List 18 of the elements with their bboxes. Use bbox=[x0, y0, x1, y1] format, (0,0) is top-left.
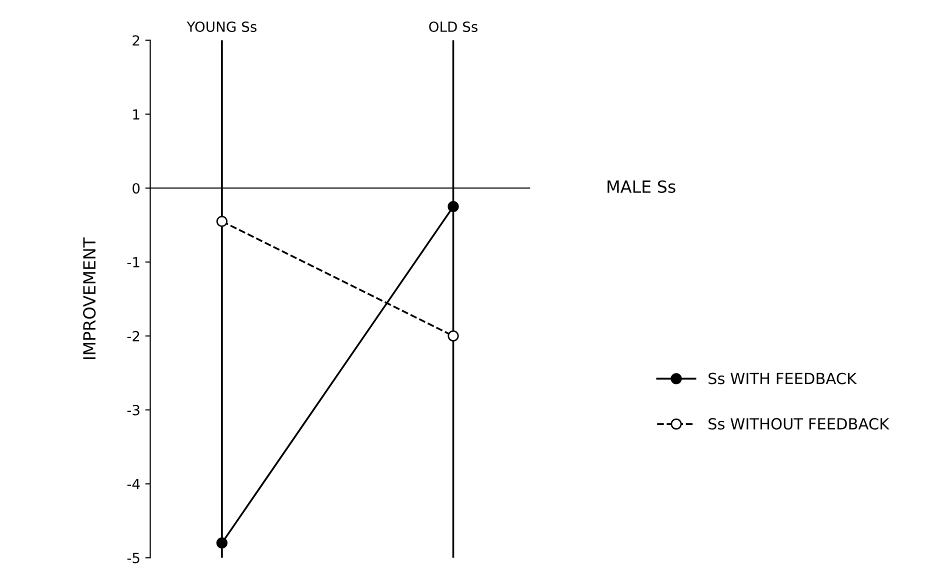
y-tick-label: -1 bbox=[127, 257, 140, 268]
y-tick-label: -5 bbox=[127, 552, 140, 564]
legend-label: Ss WITH FEEDBACK bbox=[708, 372, 857, 384]
point bbox=[216, 216, 228, 227]
y-tick-label: -2 bbox=[127, 330, 140, 342]
y-axis-title: IMPROVEMENT bbox=[83, 237, 96, 359]
legend-label: Ss WITHOUT FEEDBACK bbox=[708, 418, 890, 430]
text: MALE Ss bbox=[608, 180, 676, 193]
y-tick-label: -4 bbox=[127, 478, 140, 490]
point bbox=[216, 537, 228, 549]
point bbox=[448, 201, 459, 212]
y-tick-label: 1 bbox=[133, 109, 140, 120]
x-tick-label: OLD Ss bbox=[429, 22, 478, 32]
y-tick-label: -3 bbox=[127, 404, 140, 416]
x-tick-label: YOUNG Ss bbox=[186, 22, 256, 32]
y-tick-label: 2 bbox=[132, 35, 140, 46]
y-tick-label: 0 bbox=[132, 183, 140, 194]
point bbox=[448, 330, 459, 342]
